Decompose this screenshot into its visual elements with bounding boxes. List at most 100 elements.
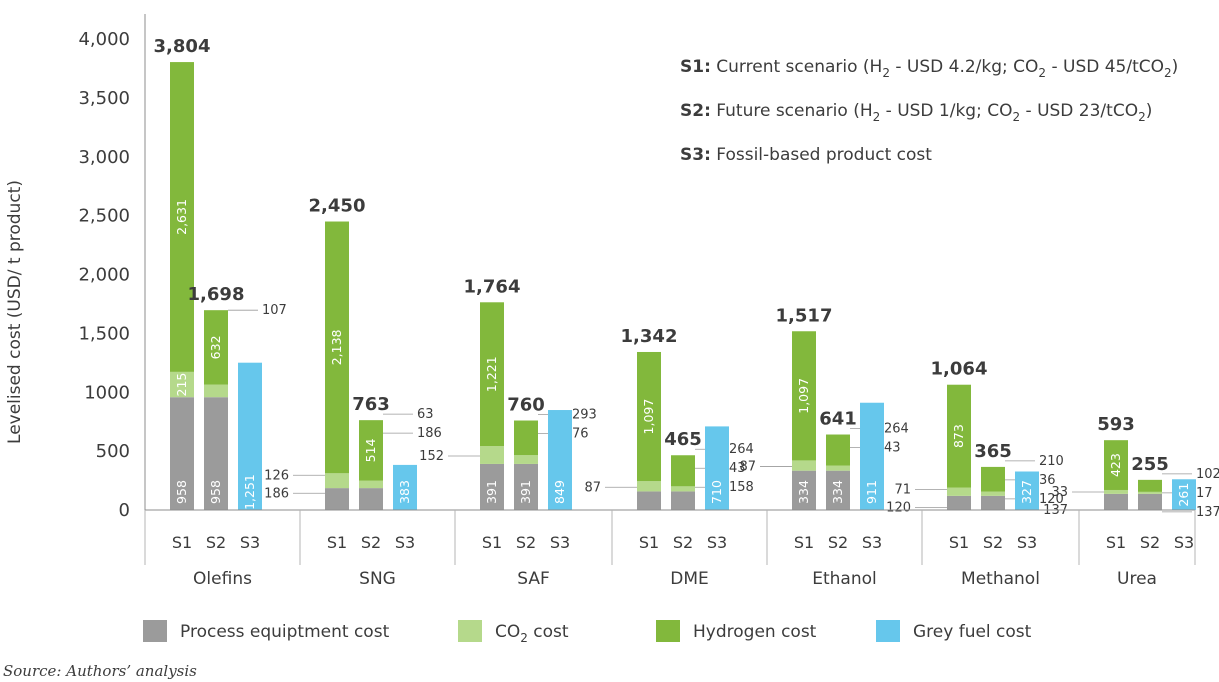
segment-label-dme-s3-grey: 710 [709, 480, 724, 504]
subscript: 2 [1012, 110, 1020, 124]
bar-segment-urea-s1-process [1104, 493, 1128, 510]
source-note: Source: Authors’ analysis [3, 662, 197, 680]
bar-segment-olefins-s2-hydrogen [204, 310, 228, 385]
scenario-label-methanol-s3: S3 [1017, 533, 1037, 552]
scenario-note-s1: S1: Current scenario (H2 - USD 4.2/kg; C… [680, 57, 1178, 80]
scenario-label-olefins-s1: S1 [172, 533, 192, 552]
y-tick-label-2-500: 2,500 [78, 206, 130, 227]
scenario-notes: S1: Current scenario (H2 - USD 4.2/kg; C… [680, 57, 1178, 165]
category-label-dme: DME [670, 569, 709, 589]
category-label-ethanol: Ethanol [812, 569, 877, 589]
total-label-urea-s2: 255 [1131, 454, 1169, 475]
bar-segment-dme-s3-grey [705, 426, 729, 510]
side-label-saf-s1-0: 152 [419, 449, 444, 464]
legend-swatch-hydrogen [656, 620, 680, 642]
x-axis: Olefins SNG SAF DME Ethanol Methanol Urea S1 S2 S… [144, 509, 1196, 589]
side-label-sng-s2-1: 186 [417, 426, 442, 441]
bar-urea-s3: 261 [1172, 479, 1196, 510]
legend-label-hydrogen: Hydrogen cost [693, 622, 817, 642]
bar-segment-ethanol-s1-process [792, 470, 816, 510]
segment-label-sng-s3-grey: 383 [397, 480, 412, 504]
legend-label-co2: CO2 cost [495, 622, 569, 645]
segment-label-olefins-s2-hydrogen: 632 [208, 335, 223, 359]
category-label-saf: SAF [517, 569, 550, 589]
note-text: ) [1172, 57, 1179, 77]
side-label-dme-s1-0: 87 [584, 480, 601, 495]
subscript: 2 [873, 110, 881, 124]
side-label-sng-s1-0: 126 [264, 468, 289, 483]
scenario-label-methanol-s1: S1 [949, 533, 969, 552]
total-label-saf-s1: 1,764 [464, 276, 521, 297]
bar-segment-sng-s2-process [359, 488, 383, 510]
y-tick-label-500: 500 [96, 441, 130, 462]
bar-segment-ethanol-s2-co2 [826, 465, 850, 471]
legend-label-grey: Grey fuel cost [913, 622, 1032, 642]
side-label-dme-s2-0: 264 [729, 442, 754, 457]
segment-label-dme-s1-hydrogen: 1,097 [641, 399, 656, 435]
side-label-ethanol-s2-0: 264 [884, 422, 909, 437]
side-label-dme-s2-1: 43 [729, 461, 746, 476]
segment-label-methanol-s3-grey: 327 [1019, 480, 1034, 504]
bar-segment-methanol-s2-hydrogen [981, 466, 1005, 492]
bar-segment-methanol-s2-process [981, 495, 1005, 510]
bar-sng-s2: 514 763 63 186 [352, 394, 442, 510]
side-label-urea-s2-1: 17 [1196, 486, 1213, 501]
side-label-saf-s2-0: 293 [572, 408, 597, 423]
bar-segment-dme-s1-co2 [637, 481, 661, 492]
bar-segment-urea-s1-hydrogen [1104, 440, 1128, 490]
side-label-methanol-s2-0: 210 [1039, 454, 1064, 469]
scenario-label-ethanol-s3: S3 [862, 533, 882, 552]
scenario-label-olefins-s2: S2 [206, 533, 226, 552]
segment-label-saf-s1-process: 391 [484, 480, 499, 504]
bar-saf-s3: 849 [548, 410, 572, 510]
bar-segment-olefins-s3-grey [238, 362, 262, 510]
bar-sng-s3: 383 [393, 464, 417, 510]
note-text: Future scenario (H [711, 101, 873, 121]
side-label-urea-s1-0: 33 [1051, 485, 1068, 500]
bar-segment-olefins-s2-process [204, 397, 228, 510]
segment-label-ethanol-s2-process: 334 [830, 480, 845, 504]
side-label-ethanol-s2-1: 43 [884, 441, 901, 456]
total-label-dme-s1: 1,342 [621, 326, 678, 347]
scenario-label-sng-s1: S1 [327, 533, 347, 552]
scenario-note-key: S2: [680, 101, 711, 121]
legend-swatch-co2 [458, 620, 482, 642]
segment-label-urea-s1-hydrogen: 423 [1108, 453, 1123, 477]
bar-segment-ethanol-s2-hydrogen [826, 434, 850, 466]
y-axis: 0 500 1000 1,500 2,000 2,500 3,000 3,500 4,000 [78, 14, 146, 521]
bar-segment-dme-s1-hydrogen [637, 351, 661, 482]
bars-layer: 9582152,6313,8049586321,6981071,2512,138… [154, 36, 1219, 520]
total-label-urea-s1: 593 [1097, 414, 1135, 435]
bar-segment-sng-s2-hydrogen [359, 420, 383, 481]
scenario-label-sng-s2: S2 [361, 533, 381, 552]
scenario-label-dme-s2: S2 [673, 533, 693, 552]
bar-segment-sng-s1-hydrogen [325, 221, 349, 474]
segment-label-ethanol-s1-process: 334 [796, 480, 811, 504]
category-label-urea: Urea [1117, 569, 1157, 589]
scenario-label-methanol-s2: S2 [983, 533, 1003, 552]
total-label-ethanol-s2: 641 [819, 409, 857, 430]
bar-segment-ethanol-s3-grey [860, 402, 884, 510]
subscript: 2 [882, 66, 890, 80]
total-label-saf-s2: 760 [507, 395, 545, 416]
bar-ethanol-s2: 334 641 264 43 [819, 409, 909, 510]
scenario-label-dme-s1: S1 [639, 533, 659, 552]
legend-item-grey: Grey fuel cost [876, 620, 1032, 642]
bar-segment-methanol-s1-process [947, 495, 971, 510]
bar-methanol-s1: 873 1,064 71 120 [886, 359, 987, 516]
segment-label-sng-s1-hydrogen: 2,138 [329, 329, 344, 365]
segment-label-methanol-s1-hydrogen: 873 [951, 424, 966, 448]
bar-segment-urea-s2-co2 [1138, 491, 1162, 494]
bar-segment-methanol-s1-hydrogen [947, 384, 971, 488]
total-label-olefins-s2: 1,698 [188, 284, 245, 305]
scenario-note-s2: S2: Future scenario (H2 - USD 1/kg; CO2 … [680, 101, 1152, 124]
bar-saf-s2: 391 760 293 76 [507, 395, 597, 510]
bar-segment-sng-s1-co2 [325, 473, 349, 489]
bar-segment-saf-s1-co2 [480, 446, 504, 464]
legend-swatch-process [143, 620, 167, 642]
note-text: - USD 1/kg; CO [880, 101, 1012, 121]
bar-segment-saf-s3-grey [548, 410, 572, 510]
legend-label-process: Process equiptment cost [180, 622, 390, 642]
segment-label-olefins-s1-hydrogen: 2,631 [174, 199, 189, 235]
note-text: - USD 45/tCO [1046, 57, 1164, 77]
